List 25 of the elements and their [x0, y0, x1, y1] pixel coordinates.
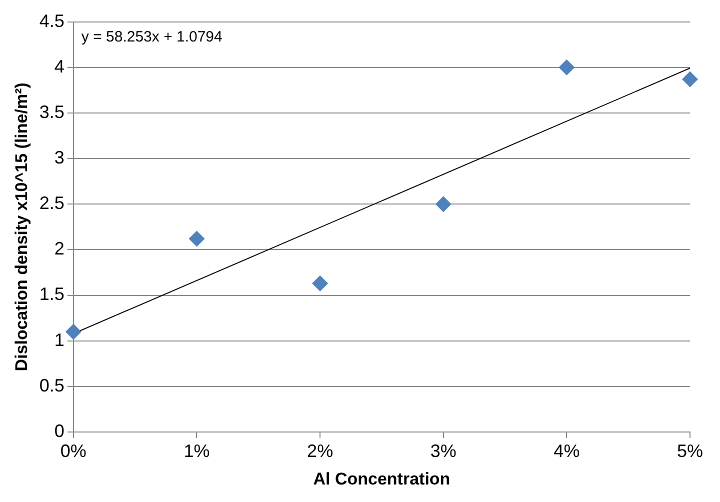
point: [188, 230, 205, 247]
point: [682, 71, 698, 88]
point: [312, 275, 328, 292]
y-tick-label: 2: [54, 238, 64, 259]
x-tick-label: 0%: [60, 440, 86, 461]
annotation: y = 58.253x + 1.0794: [81, 28, 222, 46]
x-tick-label: 1%: [184, 440, 210, 461]
y-tick-label: 4.5: [39, 10, 64, 31]
y-tick-label: 3.5: [39, 102, 64, 122]
y-tick-label: 0.5: [39, 375, 64, 396]
x-axis-title: Al Concentration: [313, 469, 450, 488]
y-tick-label: 1: [54, 330, 64, 350]
y-tick-label: 3: [54, 148, 64, 168]
point: [558, 59, 575, 76]
x-tick-label: 2%: [307, 440, 334, 461]
x-tick-label: 4%: [554, 440, 580, 461]
y-tick-label: 1.5: [39, 284, 64, 304]
y-tick-label: 4: [54, 56, 64, 76]
point: [65, 324, 82, 340]
y-axis-title: Dislocation density x10^15 (line/m²): [12, 82, 31, 372]
point: [435, 196, 452, 212]
x-tick-label: 3%: [430, 440, 456, 461]
y-tick-label: 0: [54, 420, 64, 441]
y-tick-label: 2.5: [39, 193, 64, 214]
x-tick-label: 5%: [676, 440, 704, 461]
